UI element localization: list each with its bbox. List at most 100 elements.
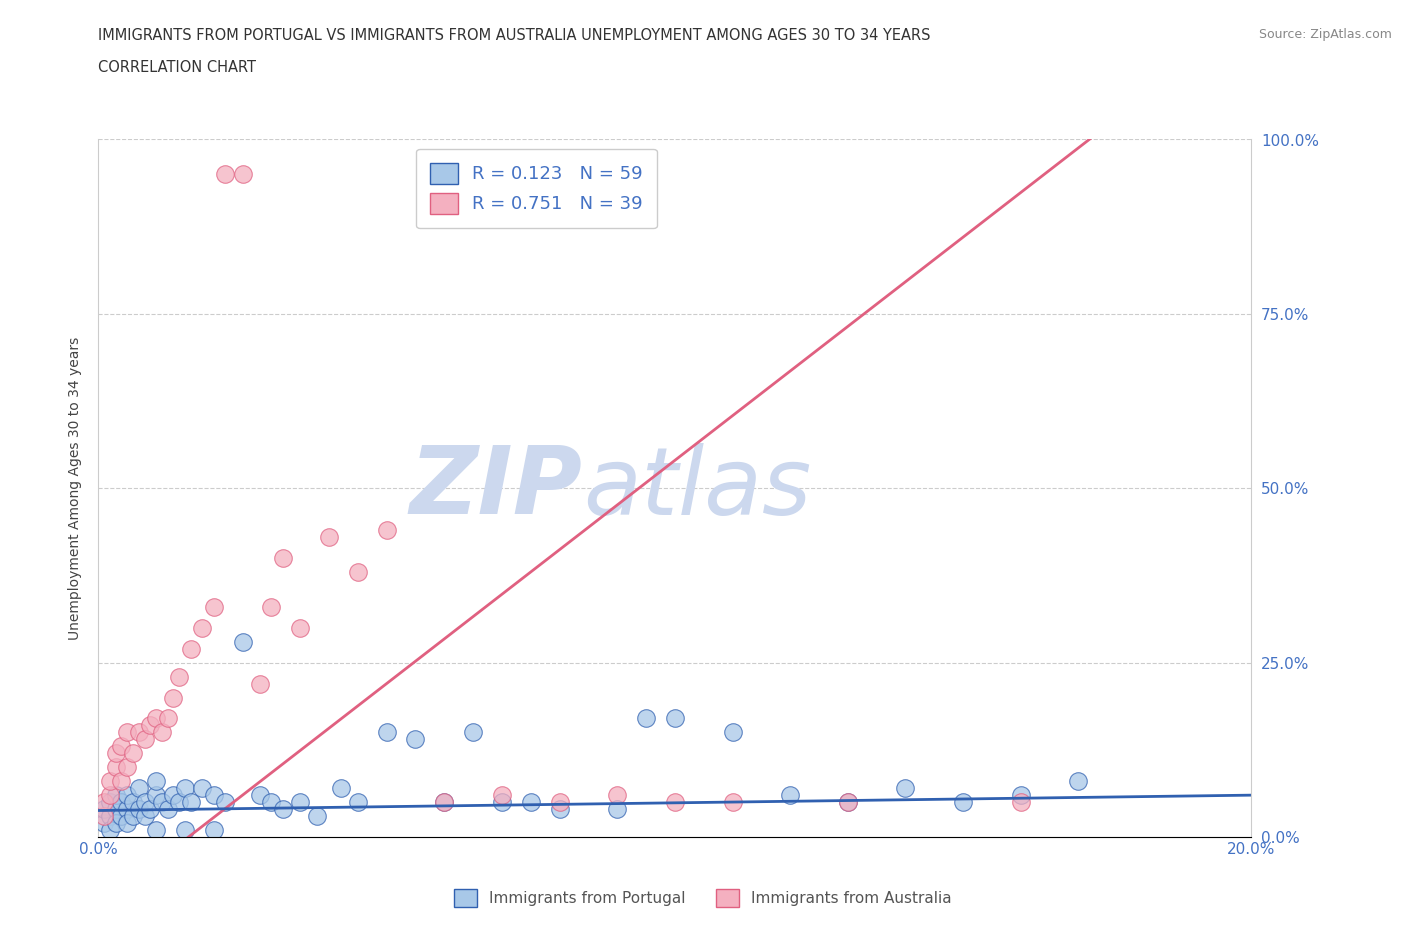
Point	[104, 816, 127, 830]
Text: Source: ZipAtlas.com: Source: ZipAtlas.com	[1258, 28, 1392, 41]
Text: ZIP: ZIP	[409, 443, 582, 534]
Point	[117, 788, 139, 803]
Point	[664, 711, 686, 725]
Point	[375, 725, 398, 740]
Point	[433, 794, 456, 809]
Point	[491, 788, 513, 803]
Point	[98, 788, 121, 803]
Point	[104, 760, 127, 775]
Point	[260, 600, 283, 615]
Text: CORRELATION CHART: CORRELATION CHART	[98, 60, 256, 75]
Point	[98, 794, 121, 809]
Point	[1010, 788, 1032, 803]
Point	[128, 781, 150, 796]
Point	[93, 816, 115, 830]
Point	[271, 802, 294, 817]
Point	[231, 634, 254, 649]
Point	[145, 711, 167, 725]
Point	[202, 600, 225, 615]
Text: atlas: atlas	[582, 443, 811, 534]
Point	[98, 774, 121, 789]
Point	[191, 781, 214, 796]
Point	[104, 788, 127, 803]
Point	[606, 802, 628, 817]
Point	[122, 746, 145, 761]
Point	[122, 809, 145, 824]
Point	[548, 794, 571, 809]
Point	[249, 676, 271, 691]
Point	[346, 565, 368, 579]
Legend: Immigrants from Portugal, Immigrants from Australia: Immigrants from Portugal, Immigrants fro…	[449, 884, 957, 913]
Point	[150, 725, 173, 740]
Point	[134, 809, 156, 824]
Point	[260, 794, 283, 809]
Point	[162, 690, 184, 705]
Point	[202, 823, 225, 838]
Point	[191, 620, 214, 635]
Point	[162, 788, 184, 803]
Point	[156, 802, 179, 817]
Point	[128, 802, 150, 817]
Point	[894, 781, 917, 796]
Legend: R = 0.123   N = 59, R = 0.751   N = 39: R = 0.123 N = 59, R = 0.751 N = 39	[416, 149, 657, 228]
Point	[98, 823, 121, 838]
Point	[117, 725, 139, 740]
Point	[128, 725, 150, 740]
Point	[837, 794, 859, 809]
Point	[110, 738, 132, 753]
Point	[174, 823, 197, 838]
Point	[117, 802, 139, 817]
Point	[180, 642, 202, 657]
Point	[117, 816, 139, 830]
Point	[110, 794, 132, 809]
Point	[952, 794, 974, 809]
Point	[837, 794, 859, 809]
Point	[145, 823, 167, 838]
Point	[606, 788, 628, 803]
Point	[134, 732, 156, 747]
Point	[167, 794, 190, 809]
Point	[104, 746, 127, 761]
Point	[110, 809, 132, 824]
Point	[1010, 794, 1032, 809]
Y-axis label: Unemployment Among Ages 30 to 34 years: Unemployment Among Ages 30 to 34 years	[69, 337, 83, 640]
Point	[329, 781, 352, 796]
Point	[318, 530, 340, 545]
Point	[664, 794, 686, 809]
Point	[145, 774, 167, 789]
Point	[346, 794, 368, 809]
Point	[433, 794, 456, 809]
Point	[93, 794, 115, 809]
Point	[156, 711, 179, 725]
Point	[405, 732, 427, 747]
Point	[721, 794, 744, 809]
Point	[202, 788, 225, 803]
Point	[167, 670, 190, 684]
Point	[636, 711, 658, 725]
Point	[375, 523, 398, 538]
Point	[145, 788, 167, 803]
Point	[779, 788, 801, 803]
Point	[174, 781, 197, 796]
Point	[249, 788, 271, 803]
Point	[307, 809, 329, 824]
Text: IMMIGRANTS FROM PORTUGAL VS IMMIGRANTS FROM AUSTRALIA UNEMPLOYMENT AMONG AGES 30: IMMIGRANTS FROM PORTUGAL VS IMMIGRANTS F…	[98, 28, 931, 43]
Point	[548, 802, 571, 817]
Point	[290, 794, 312, 809]
Point	[122, 794, 145, 809]
Point	[520, 794, 543, 809]
Point	[214, 794, 236, 809]
Point	[98, 809, 121, 824]
Point	[134, 794, 156, 809]
Point	[110, 774, 132, 789]
Point	[461, 725, 484, 740]
Point	[290, 620, 312, 635]
Point	[491, 794, 513, 809]
Point	[1067, 774, 1090, 789]
Point	[139, 718, 162, 733]
Point	[104, 802, 127, 817]
Point	[93, 802, 115, 817]
Point	[180, 794, 202, 809]
Point	[93, 809, 115, 824]
Point	[231, 167, 254, 182]
